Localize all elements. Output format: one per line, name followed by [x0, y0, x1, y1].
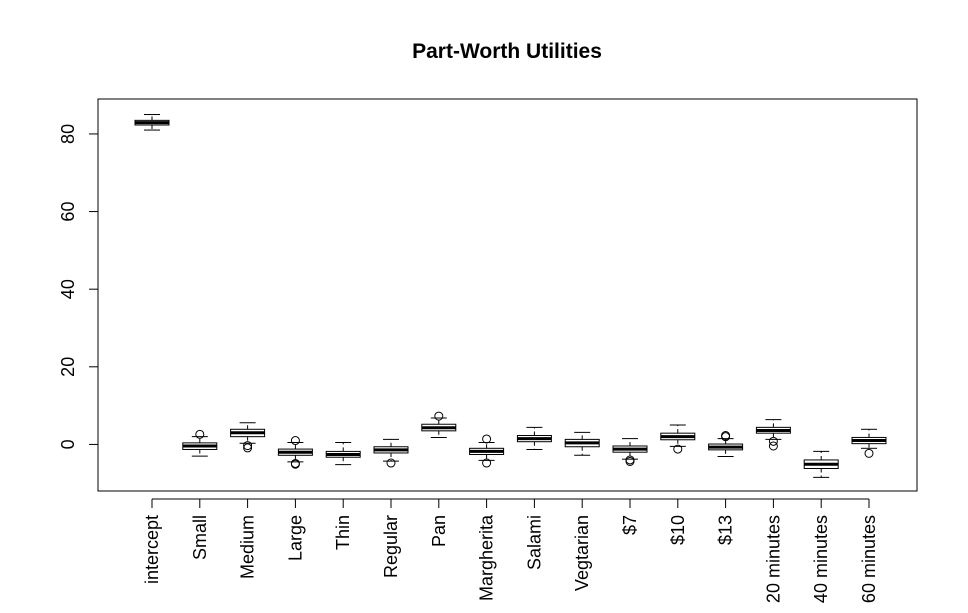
- x-tick-label: Large: [285, 515, 305, 561]
- x-tick-label: $7: [620, 515, 640, 535]
- box-3: [277, 436, 313, 469]
- outlier-point: [768, 436, 778, 446]
- x-tick-label: Margherita: [477, 514, 497, 601]
- plot-frame: [97, 98, 918, 492]
- box-14: [803, 450, 839, 478]
- outlier-point: [482, 458, 492, 468]
- boxes-layer: [134, 114, 887, 478]
- x-tick-label: 40 minutes: [811, 515, 831, 603]
- outlier-point: [434, 411, 444, 421]
- y-tick-label: 40: [58, 279, 78, 299]
- x-tick-label: 60 minutes: [859, 515, 879, 603]
- x-tick-label: Vegtarian: [572, 515, 592, 591]
- x-tick-label: intercept: [142, 515, 162, 584]
- y-tick-label: 0: [58, 439, 78, 449]
- x-tick-label: Thin: [333, 515, 353, 550]
- box-11: [660, 424, 696, 454]
- y-tick-label: 80: [58, 124, 78, 144]
- chart-title: Part-Worth Utilities: [412, 40, 602, 63]
- x-tick-label: 20 minutes: [763, 515, 783, 603]
- outlier-point: [673, 444, 683, 454]
- x-tick-label: Small: [190, 515, 210, 560]
- box-2: [230, 422, 266, 453]
- x-tick-label: Medium: [238, 515, 258, 579]
- outlier-point: [290, 459, 300, 469]
- x-tick-label: Pan: [429, 515, 449, 547]
- box-13: [755, 419, 791, 451]
- outlier-point: [290, 436, 300, 446]
- outlier-point: [625, 457, 635, 467]
- box-0: [134, 114, 170, 131]
- y-axis: 0 20 40 60 80: [58, 124, 99, 449]
- box-6: [421, 411, 457, 438]
- box-15: [851, 428, 887, 458]
- box-9: [564, 431, 600, 456]
- outlier-point: [482, 434, 492, 444]
- x-tick-label: $13: [716, 515, 736, 545]
- outlier-point: [386, 458, 396, 468]
- outlier-point: [243, 441, 253, 451]
- box-5: [373, 438, 409, 468]
- y-tick-label: 20: [58, 357, 78, 377]
- box-4: [325, 441, 361, 466]
- x-tick-label: $10: [668, 515, 688, 545]
- outlier-point: [243, 443, 253, 453]
- x-tick-label: Salami: [524, 515, 544, 570]
- box-12: [708, 430, 744, 457]
- x-tick-label: Regular: [381, 515, 401, 578]
- outlier-point: [768, 441, 778, 451]
- box-10: [612, 438, 648, 467]
- outlier-point: [721, 430, 731, 440]
- box-8: [516, 426, 552, 450]
- box-1: [182, 429, 218, 457]
- outlier-point: [195, 429, 205, 439]
- box-7: [469, 434, 505, 468]
- y-tick-label: 60: [58, 202, 78, 222]
- outlier-point: [864, 448, 874, 458]
- x-axis: intercept Small Medium Large Thin Regular Pan M…: [142, 498, 879, 603]
